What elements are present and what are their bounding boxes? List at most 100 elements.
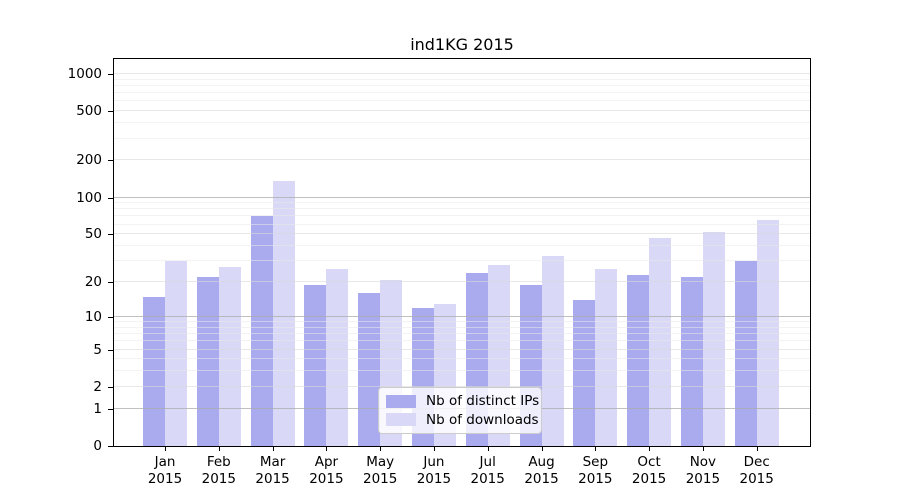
- y-tick-10: [108, 316, 114, 318]
- x-tick-label-nov: Nov 2015: [675, 454, 731, 488]
- x-tick-sep: [595, 447, 597, 451]
- y-tick-label-1: 1: [93, 400, 102, 417]
- x-tick-year: 2015: [685, 471, 721, 487]
- y-tick-0: [108, 446, 114, 447]
- legend-label-distinct-ips: Nb of distinct IPs: [426, 393, 540, 410]
- x-tick-label-jun: Jun 2015: [406, 454, 462, 488]
- legend-label-downloads: Nb of downloads: [426, 411, 539, 428]
- y-tick-1: [108, 408, 114, 410]
- x-tick-month: Sep: [582, 454, 609, 470]
- gridline-200: [114, 159, 810, 161]
- x-tick-month: Oct: [637, 454, 661, 470]
- y-tick-label-100: 100: [76, 189, 102, 206]
- gridline-8: [114, 326, 810, 328]
- x-tick-month: Jun: [423, 454, 445, 470]
- x-tick-label-sep: Sep 2015: [567, 454, 623, 488]
- gridline-60: [114, 223, 810, 225]
- x-tick-year: 2015: [201, 471, 236, 487]
- gridline-40: [114, 245, 810, 246]
- x-tick-label-feb: Feb 2015: [191, 454, 247, 488]
- gridline-900: [114, 78, 810, 80]
- gridline-800: [114, 84, 810, 86]
- x-tick-month: Nov: [689, 454, 717, 470]
- gridline-80: [114, 208, 810, 210]
- y-tick-2: [108, 386, 114, 388]
- y-tick-label-200: 200: [76, 152, 102, 169]
- x-tick-year: 2015: [470, 471, 505, 487]
- x-tick-year: 2015: [147, 471, 183, 487]
- gridline-2: [114, 385, 810, 387]
- gridline-20: [114, 281, 810, 282]
- bar-mar-distinct-ips: [250, 216, 273, 446]
- x-tick-month: May: [366, 454, 395, 470]
- x-tick-label-mar: Mar 2015: [245, 454, 301, 488]
- y-tick-label-1000: 1000: [67, 65, 102, 82]
- bar-feb-distinct-ips: [196, 277, 219, 446]
- x-tick-label-jan: Jan 2015: [137, 454, 193, 488]
- x-tick-label-oct: Oct 2015: [621, 454, 677, 488]
- x-tick-nov: [702, 447, 704, 451]
- bar-apr-downloads: [326, 268, 349, 446]
- bar-oct-distinct-ips: [627, 274, 650, 446]
- bar-sep-distinct-ips: [573, 300, 596, 446]
- x-tick-mar: [272, 447, 274, 451]
- gridline-7: [114, 333, 810, 334]
- x-tick-label-apr: Apr 2015: [298, 454, 354, 488]
- x-tick-month: Jul: [479, 454, 496, 470]
- gridline-300: [114, 137, 810, 139]
- gridline-5: [114, 348, 810, 350]
- x-tick-month: Aug: [528, 454, 555, 470]
- y-tick-label-5: 5: [93, 341, 102, 358]
- gridline-500: [114, 110, 810, 112]
- legend-item-distinct-ips: Nb of distinct IPs: [386, 393, 539, 409]
- x-tick-label-aug: Aug 2015: [514, 454, 570, 488]
- x-tick-may: [380, 447, 382, 451]
- y-tick-label-20: 20: [84, 274, 102, 290]
- y-tick-label-50: 50: [84, 226, 102, 243]
- x-tick-month: Jan: [154, 454, 176, 470]
- y-tick-100: [108, 197, 114, 199]
- gridline-600: [114, 100, 810, 102]
- chart-title: ind1KG 2015: [410, 35, 514, 54]
- y-tick-label-0: 0: [93, 438, 102, 454]
- x-tick-jan: [165, 447, 166, 451]
- legend-item-downloads: Nb of downloads: [386, 412, 539, 428]
- gridline-70: [114, 215, 810, 217]
- gridline-100: [114, 196, 810, 198]
- gridline-700: [114, 92, 810, 94]
- bar-mar-downloads: [272, 181, 295, 446]
- x-tick-label-dec: Dec 2015: [729, 454, 785, 488]
- x-tick-year: 2015: [631, 471, 667, 487]
- y-tick-50: [108, 234, 114, 236]
- x-tick-year: 2015: [524, 471, 559, 487]
- gridline-4: [114, 358, 810, 360]
- x-tick-jul: [487, 447, 489, 451]
- gridline-30: [114, 260, 810, 262]
- x-tick-feb: [218, 447, 220, 451]
- gridline-9: [114, 321, 810, 322]
- x-tick-month: Mar: [259, 454, 286, 470]
- y-tick-500: [108, 111, 114, 113]
- x-tick-year: 2015: [739, 471, 774, 487]
- x-tick-year: 2015: [309, 471, 344, 487]
- x-tick-apr: [326, 447, 328, 451]
- gridline-400: [114, 122, 810, 124]
- legend-swatch-distinct-ips: [386, 394, 416, 408]
- gridline-90: [114, 202, 810, 204]
- y-tick-1000: [108, 73, 114, 75]
- plot-area: Nb of distinct IPs Nb of downloads: [113, 58, 811, 447]
- x-tick-label-jul: Jul 2015: [460, 454, 516, 488]
- y-tick-label-10: 10: [84, 308, 102, 325]
- x-tick-month: Dec: [743, 454, 770, 470]
- x-tick-year: 2015: [578, 471, 613, 487]
- x-tick-year: 2015: [255, 471, 290, 487]
- x-tick-dec: [756, 447, 758, 451]
- y-tick-label-2: 2: [93, 378, 102, 395]
- bar-aug-downloads: [541, 256, 564, 446]
- x-tick-label-may: May 2015: [352, 454, 408, 488]
- legend-swatch-downloads: [386, 413, 416, 427]
- bar-jan-downloads: [165, 261, 187, 446]
- bar-dec-distinct-ips: [734, 261, 757, 446]
- gridline-10: [114, 315, 810, 317]
